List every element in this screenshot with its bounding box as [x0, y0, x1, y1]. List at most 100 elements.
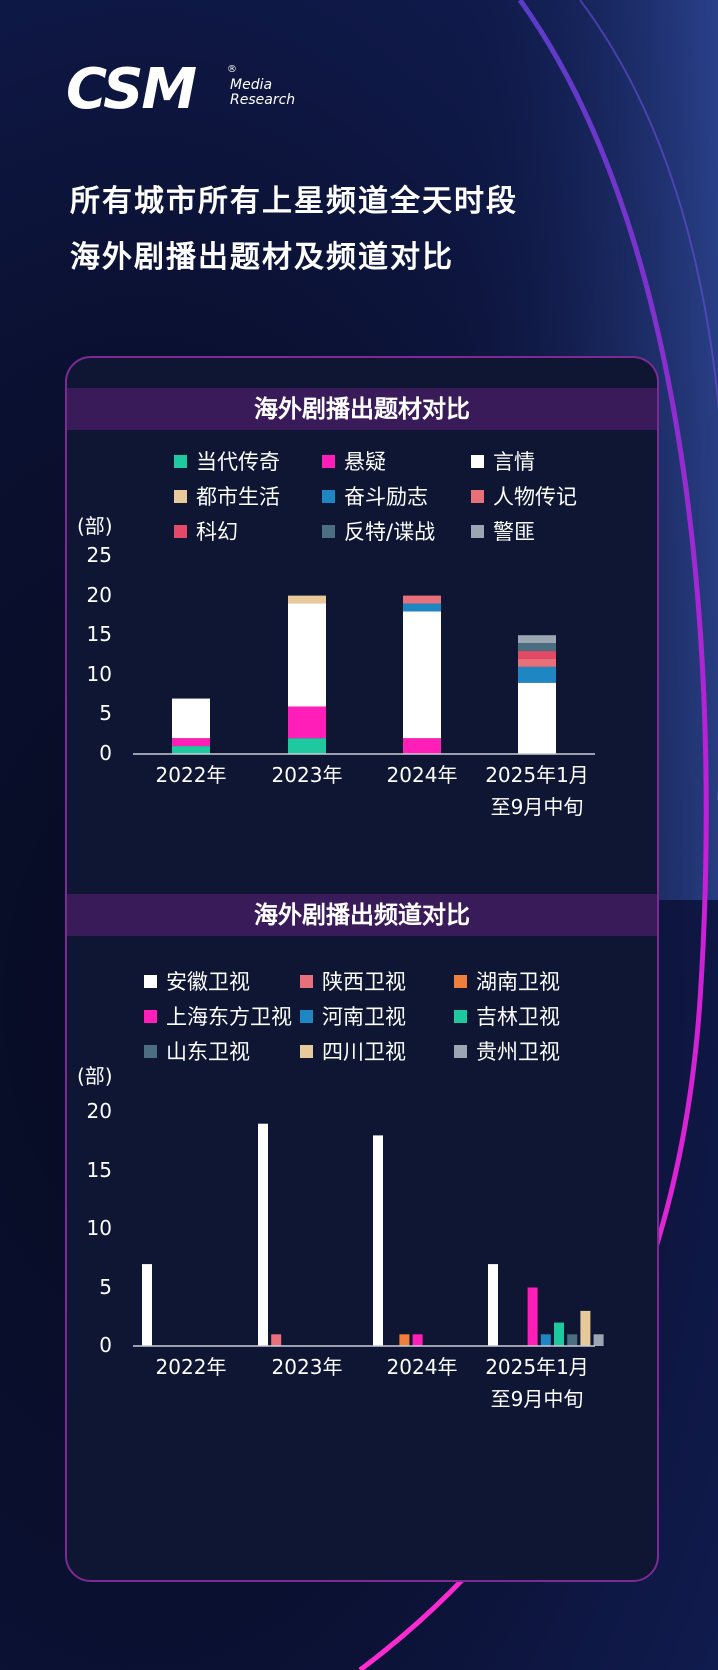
- legend-label: 奋斗励志: [344, 485, 428, 509]
- legend-item: 言情: [471, 446, 535, 476]
- legend-label: 陕西卫视: [322, 970, 406, 994]
- legend-swatch: [300, 1045, 313, 1058]
- bar-segment: [403, 595, 441, 604]
- legend-swatch: [471, 525, 484, 538]
- legend-label: 都市生活: [196, 485, 280, 509]
- legend-item: 警匪: [471, 516, 535, 546]
- bar: [580, 1310, 591, 1346]
- legend-item: 人物传记: [471, 481, 577, 511]
- legend-swatch: [144, 1010, 157, 1023]
- bar: [142, 1264, 152, 1346]
- chart-card: 海外剧播出题材对比 当代传奇 悬疑 言情都市生活 奋斗励志 人物传记科幻 反特/谍战 警匪 (…: [65, 356, 659, 1582]
- legend-swatch: [144, 975, 157, 988]
- page-title-line1: 所有城市所有上星频道全天时段: [70, 184, 518, 219]
- legend-item: 科幻: [174, 516, 238, 546]
- bar: [488, 1264, 498, 1346]
- x-tick-label: 2023年: [271, 763, 343, 787]
- bar: [527, 1287, 538, 1346]
- legend-item: 反特/谍战: [322, 516, 435, 546]
- y-tick-label: 5: [99, 701, 112, 726]
- bar-segment: [518, 651, 556, 659]
- legend-swatch: [144, 1045, 157, 1058]
- legend-item: 四川卫视: [300, 1036, 406, 1066]
- bar: [399, 1334, 410, 1346]
- y-tick-label: 0: [99, 1333, 112, 1357]
- bar: [258, 1123, 268, 1346]
- legend-label: 警匪: [493, 520, 535, 544]
- legend-swatch: [471, 455, 484, 468]
- x-tick-label: 2022年: [155, 1355, 227, 1379]
- bar-segment: [172, 698, 210, 739]
- legend-label: 湖南卫视: [476, 970, 560, 994]
- bar-segment: [288, 595, 326, 604]
- chart1-title: 海外剧播出题材对比: [67, 388, 657, 430]
- logo-subtitle: Media Research: [230, 78, 295, 108]
- y-tick-label: 15: [86, 1157, 112, 1182]
- csm-logo: CSM ® Media Research: [66, 57, 295, 122]
- bar: [567, 1334, 578, 1346]
- bar: [412, 1334, 423, 1346]
- legend-item: 奋斗励志: [322, 481, 428, 511]
- y-tick-label: 20: [86, 582, 112, 607]
- bar-segment: [288, 603, 326, 707]
- logo-subtitle-line1: Media: [230, 77, 273, 93]
- legend-item: 安徽卫视: [144, 966, 250, 996]
- y-tick-label: 15: [86, 622, 112, 647]
- bar: [271, 1334, 282, 1346]
- legend-label: 河南卫视: [322, 1005, 406, 1029]
- legend-label: 四川卫视: [322, 1040, 406, 1064]
- x-tick-label: 2022年: [155, 763, 227, 787]
- legend-item: 贵州卫视: [454, 1036, 560, 1066]
- x-tick-label: 2024年: [386, 1355, 458, 1379]
- bar-segment: [172, 738, 210, 747]
- y-tick-label: 0: [99, 741, 112, 765]
- legend-swatch: [471, 490, 484, 503]
- bar-segment: [403, 611, 441, 739]
- bar-segment: [518, 658, 556, 667]
- legend-item: 当代传奇: [174, 446, 280, 476]
- legend-swatch: [322, 525, 335, 538]
- y-tick-label: 5: [99, 1274, 112, 1299]
- page-title-line2: 海外剧播出题材及频道对比: [70, 240, 454, 275]
- legend-label: 当代传奇: [196, 450, 280, 474]
- legend-swatch: [454, 1010, 467, 1023]
- legend-swatch: [454, 975, 467, 988]
- logo-subtitle-line2: Research: [230, 92, 296, 108]
- legend-label: 反特/谍战: [344, 520, 436, 544]
- x-tick-label: 2025年1月 至9月中旬: [485, 1355, 589, 1411]
- bar: [554, 1322, 564, 1346]
- legend-item: 陕西卫视: [300, 966, 406, 996]
- legend-swatch: [300, 975, 313, 988]
- legend-label: 科幻: [196, 520, 238, 544]
- legend-swatch: [174, 490, 187, 503]
- y-tick-label: 10: [86, 661, 112, 686]
- legend-swatch: [322, 490, 335, 503]
- bar-segment: [518, 682, 556, 754]
- legend-item: 上海东方卫视: [144, 1001, 292, 1031]
- bar-segment: [172, 746, 210, 754]
- x-tick-label: 2023年: [271, 1355, 343, 1379]
- legend-swatch: [322, 455, 335, 468]
- x-tick-label: 2024年: [386, 763, 458, 787]
- y-tick-label: 10: [86, 1216, 112, 1240]
- bar-segment: [403, 603, 441, 612]
- bar-segment: [518, 635, 556, 644]
- plot-area: [133, 1123, 604, 1347]
- legend-label: 吉林卫视: [476, 1005, 560, 1029]
- legend-label: 悬疑: [344, 450, 386, 474]
- bar: [593, 1334, 604, 1346]
- legend-swatch: [174, 455, 187, 468]
- y-unit-label: (部): [77, 1064, 113, 1088]
- logo-wordmark: CSM: [66, 57, 197, 122]
- legend-label: 人物传记: [493, 485, 577, 509]
- legend-label: 安徽卫视: [166, 970, 250, 994]
- bar-segment: [403, 738, 441, 754]
- bar: [373, 1135, 383, 1346]
- y-tick-label: 20: [86, 1099, 112, 1123]
- legend-item: 吉林卫视: [454, 1001, 560, 1031]
- legend-item: 都市生活: [174, 481, 280, 511]
- bar: [540, 1334, 551, 1346]
- y-unit-label: (部): [77, 514, 113, 538]
- legend-swatch: [454, 1045, 467, 1058]
